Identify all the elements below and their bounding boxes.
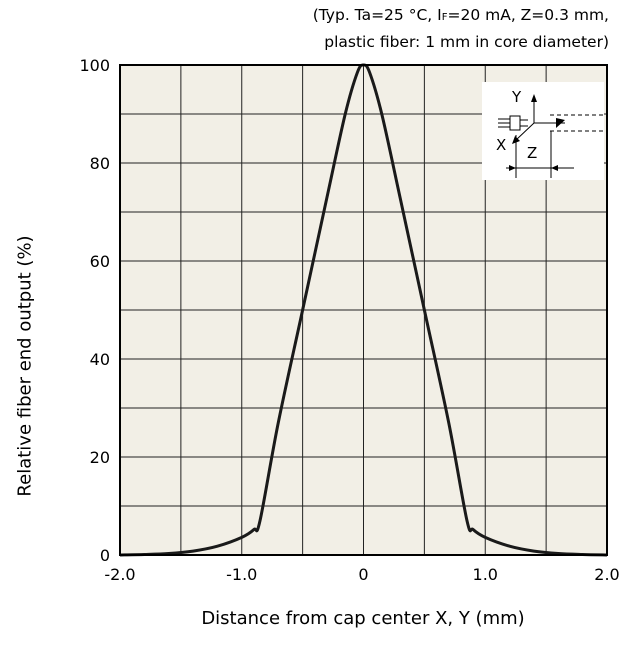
z-arrow-head	[551, 165, 558, 171]
y-arrow-head	[531, 94, 537, 102]
z-arrow-head	[509, 165, 516, 171]
x-tick-label: 2.0	[594, 565, 619, 584]
conditions-line-2: plastic fiber: 1 mm in core diameter)	[324, 33, 609, 51]
inset-background	[482, 82, 604, 180]
y-tick-label: 20	[90, 448, 110, 467]
y-axis-label: Relative fiber end output (%)	[14, 235, 36, 497]
x-tick-label: 1.0	[473, 565, 498, 584]
x-tick-label: -1.0	[226, 565, 257, 584]
x-tick-label: 0	[358, 565, 368, 584]
x-axis-label: Distance from cap center X, Y (mm)	[201, 608, 525, 629]
inset-x-label: X	[496, 136, 506, 154]
tick-labels: -2.0 -1.0 0 1.0 2.0 0 20 40 60 80 100	[79, 56, 619, 584]
inset-y-label: Y	[511, 88, 522, 106]
y-tick-label: 100	[79, 56, 110, 75]
plot-frame	[119, 64, 608, 556]
y-tick-label: 0	[100, 546, 110, 565]
x-tick-label: -2.0	[104, 565, 135, 584]
x-axis-arrow	[515, 122, 535, 141]
y-tick-label: 80	[90, 154, 110, 173]
y-tick-label: 60	[90, 252, 110, 271]
inset-z-label: Z	[527, 144, 537, 162]
y-tick-label: 40	[90, 350, 110, 369]
conditions-line-1: (Typ. Ta=25 °C, IF=20 mA, Z=0.3 mm,	[312, 6, 609, 24]
fiber-arrow-head	[556, 118, 565, 128]
inset-diagram: Y X Z	[482, 82, 604, 180]
